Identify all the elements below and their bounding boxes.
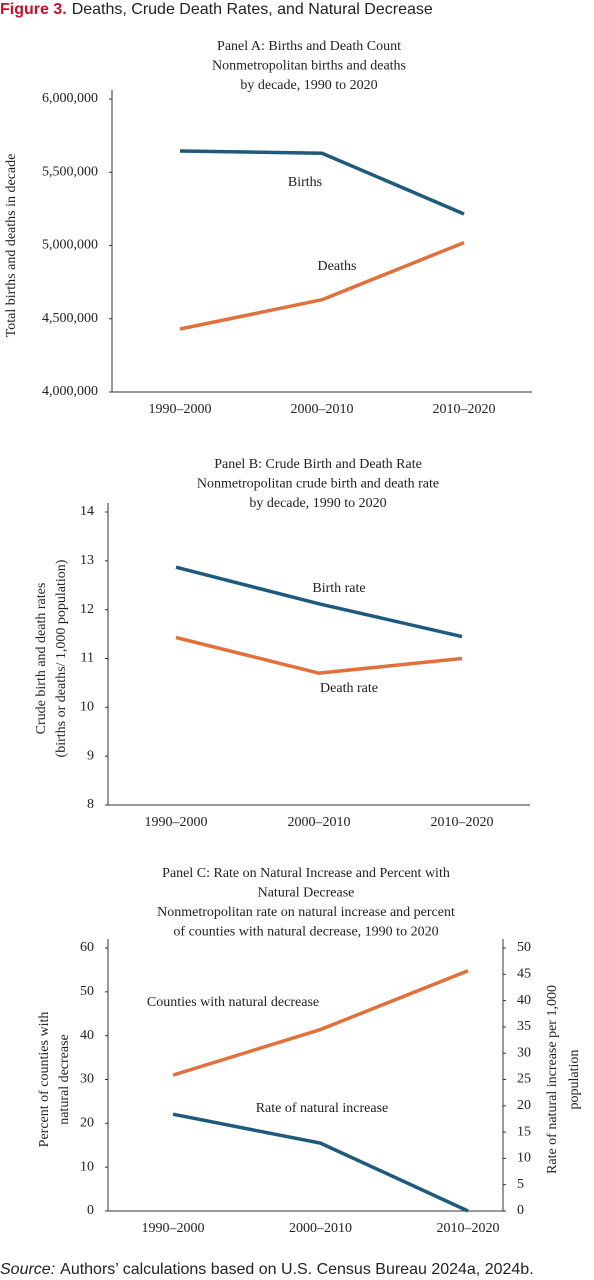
- figure-header: Figure 3. Deaths, Crude Death Rates, and …: [0, 1, 433, 18]
- series-label: Rate of natural increase: [256, 1101, 389, 1116]
- y-tick-label: 20: [80, 1116, 94, 1131]
- y2-tick-label: 40: [517, 993, 531, 1008]
- x-tick-label: 2010–2020: [433, 402, 496, 417]
- y2-tick-label: 5: [517, 1177, 524, 1192]
- y-tick-label: 30: [80, 1072, 94, 1087]
- x-tick-label: 2000–2010: [289, 1221, 352, 1236]
- y2-tick-label: 25: [517, 1072, 531, 1087]
- series-line: [175, 565, 463, 639]
- series-line: [175, 635, 463, 675]
- y-tick-label: 8: [87, 797, 94, 812]
- x-tick-label: 2010–2020: [431, 815, 494, 830]
- source-text: Authors’ calculations based on U.S. Cens…: [60, 1261, 534, 1278]
- chart-title: Natural Decrease: [258, 886, 355, 901]
- y-tick-label: 13: [80, 553, 94, 568]
- y-tick-label: 10: [80, 1159, 94, 1174]
- series-label: Death rate: [320, 681, 378, 696]
- series-line: [172, 969, 469, 1077]
- y-axis-label: Crude birth and death rates: [34, 583, 49, 735]
- y2-tick-label: 20: [517, 1098, 531, 1113]
- series-line: [179, 149, 465, 216]
- y2-tick-label: 15: [517, 1124, 531, 1139]
- x-tick-label: 1990–2000: [145, 815, 208, 830]
- source-label: Source:: [0, 1261, 55, 1278]
- y-axis-label: Percent of counties with: [37, 1012, 52, 1148]
- y2-tick-label: 30: [517, 1045, 531, 1060]
- source-note: Source: Authors’ calculations based on U.…: [0, 1261, 534, 1278]
- series-label: Deaths: [318, 259, 357, 274]
- series-label: Birth rate: [312, 581, 365, 596]
- y2-tick-label: 10: [517, 1151, 531, 1166]
- chart-title: Nonmetropolitan births and deaths: [212, 59, 406, 74]
- y-tick-label: 12: [80, 602, 94, 617]
- y-axis-label: (births or deaths/ 1,000 population): [54, 559, 69, 757]
- series-label: Births: [288, 175, 322, 190]
- y2-tick-label: 35: [517, 1019, 531, 1034]
- figure-label: Figure 3.: [0, 1, 67, 18]
- y-axis-label: natural decrease: [57, 1034, 72, 1125]
- y2-tick-label: 50: [517, 940, 531, 955]
- y-tick-label: 60: [80, 940, 94, 955]
- x-tick-label: 1990–2000: [142, 1221, 205, 1236]
- series-label: Counties with natural decrease: [147, 995, 319, 1010]
- y-tick-label: 5,500,000: [42, 164, 98, 179]
- y2-tick-label: 0: [517, 1203, 524, 1218]
- series-line: [179, 240, 465, 331]
- y-tick-label: 4,500,000: [42, 311, 98, 326]
- y-tick-label: 50: [80, 984, 94, 999]
- chart-title: by decade, 1990 to 2020: [240, 78, 377, 93]
- y-tick-label: 10: [80, 700, 94, 715]
- series-line: [172, 1112, 469, 1213]
- x-tick-label: 2000–2010: [288, 815, 351, 830]
- y-tick-label: 5,000,000: [42, 238, 98, 253]
- y-tick-label: 11: [81, 651, 94, 666]
- x-tick-label: 2010–2020: [437, 1221, 500, 1236]
- chart-title: Panel A: Births and Death Count: [217, 39, 401, 54]
- y-axis-label: Total births and deaths in decade: [4, 154, 19, 338]
- x-tick-label: 1990–2000: [149, 402, 212, 417]
- y-tick-label: 0: [87, 1203, 94, 1218]
- chart-title: Nonmetropolitan crude birth and death ra…: [197, 477, 439, 492]
- y-tick-label: 4,000,000: [42, 384, 98, 399]
- y2-axis-label: Rate of natural increase per 1,000: [545, 985, 560, 1174]
- chart-title: Panel C: Rate on Natural Increase and Pe…: [162, 866, 450, 881]
- y2-tick-label: 45: [517, 967, 531, 982]
- y-tick-label: 14: [80, 504, 94, 519]
- chart-title: Panel B: Crude Birth and Death Rate: [214, 457, 422, 472]
- y-tick-label: 9: [87, 748, 94, 763]
- y-tick-label: 6,000,000: [42, 91, 98, 106]
- x-tick-label: 2000–2010: [291, 402, 354, 417]
- y-tick-label: 40: [80, 1028, 94, 1043]
- y2-axis-label: population: [567, 1050, 582, 1110]
- chart-title: of counties with natural decrease, 1990 …: [173, 925, 438, 940]
- chart-title: Nonmetropolitan rate on natural increase…: [157, 905, 455, 920]
- figure-title: Deaths, Crude Death Rates, and Natural D…: [72, 1, 433, 18]
- chart-title: by decade, 1990 to 2020: [249, 496, 386, 511]
